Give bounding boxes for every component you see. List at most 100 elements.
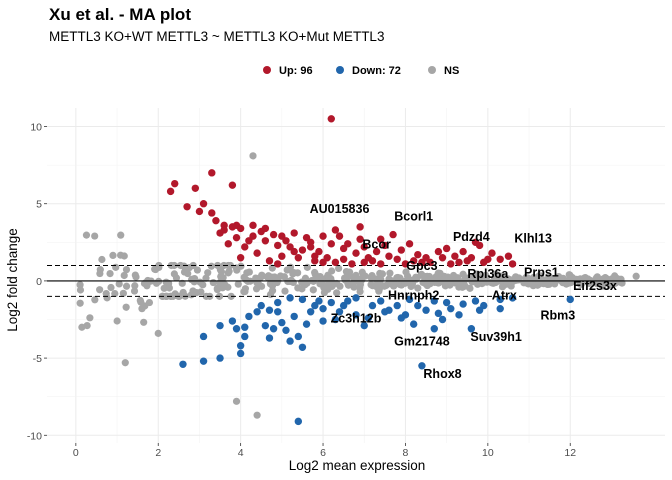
ns-point [103,294,111,302]
up-point [249,232,257,240]
down-point [397,314,406,322]
ns-point [136,296,144,305]
ns-point [459,270,467,278]
up-point [290,229,298,237]
ns-point [466,284,474,292]
up-point [199,200,208,208]
up-point [261,224,270,233]
up-point [274,260,282,268]
ns-point [263,273,272,281]
down-point [455,311,463,319]
down-point [344,297,352,305]
ns-point [122,265,131,274]
up-point [311,252,319,260]
down-point [298,343,307,351]
ns-point [302,278,310,286]
ns-point [122,282,131,290]
up-point [401,260,410,268]
down-point [430,297,438,305]
down-point [241,332,249,341]
ns-point [256,274,264,282]
ns-point [131,271,139,279]
gene-label: Atrx [492,288,517,302]
up-point [195,207,204,216]
ns-points-layer [76,152,640,419]
up-point [274,241,282,250]
gene-label: Zc3h12b [331,312,382,326]
y-tick-label: -10 [27,430,42,442]
ns-point [298,285,306,293]
y-tick-label: 5 [36,199,42,211]
ns-point [335,264,343,273]
legend-label-down: Down: 72 [352,65,401,77]
up-point [508,260,517,268]
ns-point [498,283,507,291]
up-point [352,249,360,257]
ns-point [386,269,394,277]
gene-label: Gm21748 [394,335,450,349]
ns-point [373,283,381,292]
down-point [335,308,344,316]
ns-point [160,284,168,292]
legend-key-ns [428,66,436,74]
ns-point [96,266,104,274]
down-point [265,334,274,342]
ns-point [333,289,341,297]
ns-point [131,282,139,290]
up-point [356,223,364,231]
ns-point [449,271,458,280]
up-point [294,254,303,262]
down-point [496,304,504,313]
down-point [475,306,484,314]
up-point [471,238,480,247]
gene-labels: AU015836 Bcorl1 Pdzd4 Klhl13 Bcor Gpc3 Rpl36a P… [310,202,617,381]
x-tick-label: 0 [73,447,79,459]
gene-label: Prps1 [524,265,559,279]
down-point [422,306,430,314]
ns-point [268,287,277,295]
down-point [381,308,389,316]
down-point [265,306,274,314]
up-point [278,232,286,240]
significant-points-layer [166,115,574,426]
x-tick-label: 10 [482,447,494,459]
up-point [269,230,278,239]
ns-point [285,266,294,274]
ns-point [119,289,127,297]
up-point [212,216,220,225]
gene-label: Rbm3 [541,308,576,322]
down-point [302,320,311,328]
legend-label-ns: NS [444,65,459,77]
down-point [368,301,377,310]
down-point [199,332,208,341]
ns-point [112,263,120,271]
ns-point [234,280,242,288]
ns-point [209,278,217,287]
ns-point [225,267,233,275]
ns-point [180,262,188,270]
up-point [232,233,241,242]
ns-point [455,283,463,291]
up-point [377,260,385,268]
ns-point [281,287,289,295]
up-point [372,247,381,256]
ns-point [187,275,196,284]
chart-title: Xu et al. - MA plot [49,5,191,24]
down-point [377,297,385,305]
down-point [496,295,504,304]
down-point [471,297,480,305]
up-point [327,240,335,248]
up-point [447,260,455,268]
up-point [360,258,368,267]
ns-point [394,273,402,282]
up-point [278,252,286,260]
up-point [331,226,340,234]
ns-point [356,287,364,296]
y-tick-label: -5 [33,353,42,365]
ns-point [98,255,106,264]
up-point [405,240,414,248]
down-point [566,295,574,304]
gene-label: Eif2s3x [573,279,617,293]
ns-point [316,280,324,288]
ns-point [117,231,125,239]
